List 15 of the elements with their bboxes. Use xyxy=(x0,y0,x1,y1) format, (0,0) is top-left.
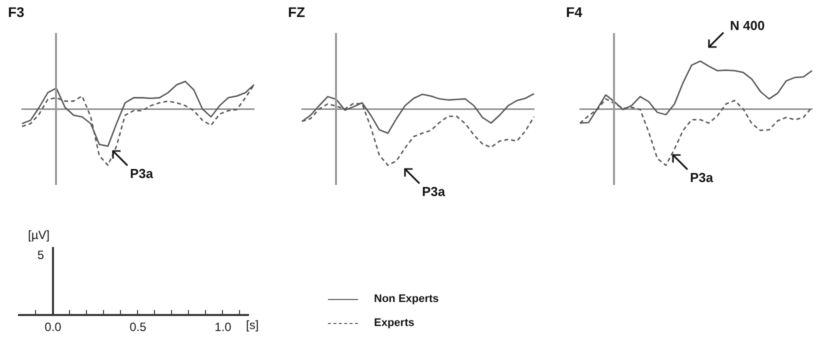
chart-title: F3 xyxy=(8,4,24,20)
chart-title: FZ xyxy=(288,4,306,20)
text: 5 xyxy=(37,248,44,262)
legend-label: Experts xyxy=(374,317,414,329)
text: N 400 xyxy=(730,18,765,33)
text: 1.0 xyxy=(214,320,232,334)
text: P3a xyxy=(690,170,714,185)
text: 0.5 xyxy=(130,320,146,334)
legend-label: Non Experts xyxy=(374,293,439,305)
text: P3a xyxy=(130,166,154,181)
text: 0.0 xyxy=(44,320,62,334)
text: P3a xyxy=(422,184,446,199)
text: [s] xyxy=(246,318,259,332)
text: [µV] xyxy=(28,228,50,242)
chart-title: F4 xyxy=(566,4,582,20)
